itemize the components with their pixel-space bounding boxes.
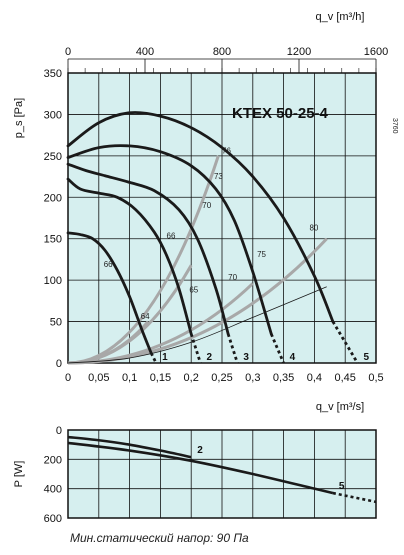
system-curve bbox=[67, 286, 327, 364]
power-curves: 25 bbox=[67, 435, 377, 504]
chart-title: KTEX 50-25-4 bbox=[232, 105, 329, 122]
top-x-tick-label: 800 bbox=[213, 46, 231, 58]
fan-curve-3-dashed bbox=[226, 333, 239, 364]
y-tick-label: 0 bbox=[56, 358, 62, 370]
efficiency-label: 70 bbox=[202, 201, 211, 210]
top-x-tick-label: 0 bbox=[65, 46, 71, 58]
efficiency-labels: 66 64 66 65 70 70 73 75 76 80 bbox=[104, 146, 319, 321]
power-grid bbox=[67, 429, 377, 519]
curve-number-5: 5 bbox=[364, 352, 370, 363]
efficiency-label: 73 bbox=[214, 172, 223, 181]
efficiency-label: 66 bbox=[104, 260, 113, 269]
main-tick-labels: 0 0,05 0,1 0,15 0,2 0,25 0,3 0,35 0,4 0,45 0,50501… bbox=[44, 46, 389, 384]
min-static-pressure-note: Мин.статический напор: 90 Па bbox=[70, 531, 249, 545]
top-x-tick-label: 1200 bbox=[287, 46, 311, 58]
power-y-axis-label: P [W] bbox=[13, 461, 25, 488]
y-tick-label: 250 bbox=[44, 151, 62, 163]
curve-number-3: 3 bbox=[243, 352, 249, 363]
efficiency-line-73 bbox=[67, 155, 220, 365]
fan-curve-5-dashed bbox=[331, 320, 359, 364]
system-resistance-curve bbox=[67, 286, 327, 364]
bottom-x-axis-label: q_v [m³/s] bbox=[316, 401, 364, 413]
power-y-tick-label: 400 bbox=[44, 484, 62, 496]
x-tick-label: 0,35 bbox=[273, 372, 294, 384]
y-tick-label: 50 bbox=[50, 317, 62, 329]
efficiency-label: 64 bbox=[141, 312, 150, 321]
top-x-axis-label: q_v [m³/h] bbox=[316, 11, 365, 23]
power-y-tick-label: 200 bbox=[44, 454, 62, 466]
x-tick-label: 0,2 bbox=[184, 372, 199, 384]
fan-curve-4-dashed bbox=[269, 333, 285, 364]
efficiency-label: 80 bbox=[309, 223, 318, 232]
power-curve-number-2: 2 bbox=[197, 445, 203, 456]
y-tick-label: 200 bbox=[44, 192, 62, 204]
x-tick-label: 0,05 bbox=[88, 372, 109, 384]
fan-curve-3 bbox=[66, 162, 230, 336]
power-curve-5 bbox=[67, 441, 334, 495]
y-tick-label: 150 bbox=[44, 234, 62, 246]
top-x-tick-label: 1600 bbox=[364, 46, 388, 58]
efficiency-label: 66 bbox=[167, 232, 176, 241]
curve-number-2: 2 bbox=[206, 352, 212, 363]
power-y-tick-label: 600 bbox=[44, 513, 62, 525]
x-tick-label: 0,1 bbox=[122, 372, 137, 384]
x-tick-label: 0,15 bbox=[150, 372, 171, 384]
power-curve-number-5: 5 bbox=[339, 481, 345, 492]
power-y-tick-label: 0 bbox=[56, 425, 62, 437]
fan-curves: 1 2 3 4 5 bbox=[66, 111, 370, 364]
y-tick-label: 300 bbox=[44, 109, 62, 121]
y-tick-label: 100 bbox=[44, 275, 62, 287]
efficiency-label: 65 bbox=[189, 286, 198, 295]
power-curve-2 bbox=[67, 435, 192, 459]
power-curve-5-dashed bbox=[332, 491, 377, 504]
fan-curve-4 bbox=[66, 144, 273, 336]
efficiency-label: 75 bbox=[257, 250, 266, 259]
x-tick-label: 0,3 bbox=[245, 372, 260, 384]
top-x-tick-label: 400 bbox=[136, 46, 154, 58]
x-tick-label: 0,4 bbox=[307, 372, 322, 384]
efficiency-label: 70 bbox=[228, 273, 237, 282]
y-tick-label: 350 bbox=[44, 68, 62, 80]
efficiency-label: 76 bbox=[222, 146, 231, 155]
y-axis-label: p_s [Pa] bbox=[13, 98, 25, 138]
curve-number-4: 4 bbox=[290, 352, 296, 363]
side-code: 3760 bbox=[391, 118, 398, 134]
x-tick-label: 0,45 bbox=[334, 372, 355, 384]
x-tick-label: 0 bbox=[65, 372, 71, 384]
curve-number-1: 1 bbox=[162, 352, 168, 363]
fan-curve-1 bbox=[66, 231, 153, 355]
fan-curve-1-dashed bbox=[149, 352, 158, 364]
fan-curve-2 bbox=[66, 177, 193, 336]
fan-curve-2-dashed bbox=[189, 333, 202, 364]
fan-curve-5 bbox=[66, 111, 335, 323]
x-tick-label: 0,5 bbox=[368, 372, 383, 384]
power-tick-labels: 0 200 400 600 bbox=[44, 425, 62, 525]
x-tick-label: 0,25 bbox=[211, 372, 232, 384]
